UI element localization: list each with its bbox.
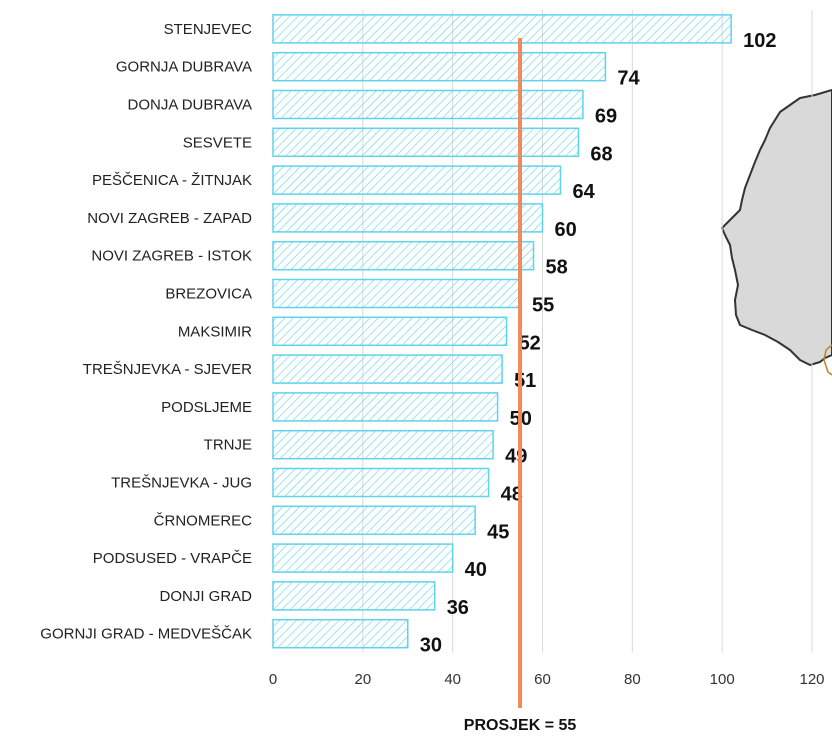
value-label: 48 (501, 484, 523, 506)
category-label: GORNJA DUBRAVA (116, 59, 252, 76)
category-label: GORNJI GRAD - MEDVEŠČAK (40, 626, 252, 643)
category-label: DONJI GRAD (159, 588, 252, 605)
bar (272, 14, 732, 44)
x-tick-label: 20 (354, 671, 371, 688)
category-label: MAKSIMIR (178, 323, 252, 340)
bar (272, 165, 562, 195)
x-axis-tick-labels: 0 20 40 60 80 100 120 (269, 671, 825, 688)
bar (272, 618, 409, 649)
category-label: TREŠNJEVKA - SJEVER (83, 361, 252, 378)
bar (272, 354, 503, 384)
x-tick-label: 0 (269, 671, 277, 688)
x-tick-label: 80 (624, 671, 641, 688)
bar (272, 316, 508, 347)
category-label: PEŠČENICA - ŽITNJAK (92, 172, 252, 189)
value-label: 68 (590, 143, 612, 165)
average-label: PROSJEK = 55 (464, 717, 577, 734)
bar (272, 51, 607, 82)
value-label: 55 (532, 295, 554, 317)
category-label: TRNJE (204, 437, 252, 454)
category-label: STENJEVEC (164, 21, 253, 38)
bar (272, 278, 521, 309)
value-label: 45 (487, 521, 509, 543)
category-label: NOVI ZAGREB - ISTOK (91, 248, 252, 265)
category-labels: STENJEVEC GORNJA DUBRAVA DONJA DUBRAVA SESV… (40, 21, 252, 643)
x-tick-label: 120 (799, 671, 824, 688)
map-region (721, 89, 832, 366)
bar (272, 543, 454, 573)
category-label: ČRNOMEREC (154, 512, 253, 529)
bar (272, 203, 544, 233)
category-label: PODSUSED - VRAPČE (93, 550, 252, 567)
category-label: DONJA DUBRAVA (128, 97, 252, 114)
bar (272, 581, 436, 611)
category-label: SESVETE (183, 134, 252, 151)
value-label: 51 (514, 370, 536, 392)
value-label: 60 (555, 219, 577, 241)
value-label: 49 (505, 446, 527, 468)
map-fragment (721, 89, 832, 376)
category-label: NOVI ZAGREB - ZAPAD (87, 210, 252, 227)
value-label: 64 (572, 181, 595, 203)
bar (272, 127, 580, 158)
category-label: TREŠNJEVKA - JUG (111, 475, 252, 492)
map-region-edge (823, 344, 832, 376)
bar (272, 392, 499, 422)
x-tick-label: 100 (710, 671, 735, 688)
value-label: 58 (546, 257, 568, 279)
value-label: 69 (595, 106, 617, 128)
bar (272, 240, 535, 271)
value-label: 40 (465, 559, 487, 581)
value-label: 30 (420, 635, 442, 657)
category-label: BREZOVICA (165, 286, 252, 303)
bar (272, 505, 476, 536)
category-label: PODSLJEME (161, 399, 252, 416)
bar (272, 429, 494, 460)
x-tick-label: 40 (444, 671, 461, 688)
value-label: 36 (447, 597, 469, 619)
bar (272, 467, 490, 498)
value-label: 52 (519, 332, 541, 354)
value-label: 102 (743, 30, 776, 52)
bar (272, 89, 584, 120)
average-line-group: PROSJEK = 55 (464, 38, 577, 734)
bars (272, 14, 732, 649)
value-labels: 10274696864605855525150494845403630 (420, 30, 777, 657)
x-tick-label: 60 (534, 671, 551, 688)
value-label: 74 (617, 68, 640, 90)
